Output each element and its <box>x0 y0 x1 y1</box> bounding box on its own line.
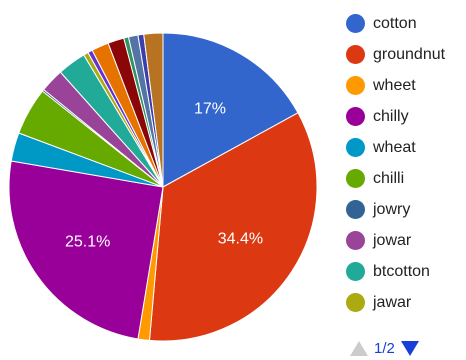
legend-item-1[interactable]: groundnut <box>346 39 445 70</box>
legend-item-6[interactable]: jowry <box>346 194 445 225</box>
triangle-down-icon[interactable] <box>400 341 419 356</box>
pie-data-label-groundnut: 34.4% <box>218 231 263 248</box>
pie-chart: 17% 34.4% 25.1% <box>8 32 318 342</box>
legend-item-4[interactable]: wheat <box>346 132 445 163</box>
legend-item-5[interactable]: chilli <box>346 163 445 194</box>
legend-label: chilli <box>373 169 405 187</box>
legend-swatch <box>346 169 365 188</box>
pie-data-label-chilly: 25.1% <box>65 234 110 251</box>
legend-swatch <box>346 45 365 64</box>
legend: cotton groundnut wheet chilly wheat chil… <box>346 8 445 318</box>
legend-swatch <box>346 107 365 126</box>
legend-swatch <box>346 76 365 95</box>
legend-label: jowry <box>373 200 411 218</box>
legend-label: cotton <box>373 14 417 32</box>
legend-label: groundnut <box>373 45 446 63</box>
legend-item-2[interactable]: wheet <box>346 70 445 101</box>
pie-slice-slice-16[interactable] <box>143 32 164 188</box>
pie-slices <box>8 32 318 342</box>
legend-item-9[interactable]: jawar <box>346 287 445 318</box>
pie-slice-chilly[interactable] <box>8 160 164 340</box>
legend-item-3[interactable]: chilly <box>346 101 445 132</box>
pager-label: 1/2 <box>374 340 395 357</box>
legend-label: wheat <box>373 138 416 156</box>
legend-item-0[interactable]: cotton <box>346 8 445 39</box>
legend-label: jowar <box>373 231 412 249</box>
legend-label: btcotton <box>373 262 430 280</box>
legend-swatch <box>346 293 365 312</box>
legend-pager: 1/2 <box>350 340 419 357</box>
legend-swatch <box>346 200 365 219</box>
legend-swatch <box>346 231 365 250</box>
pie-slice-cotton[interactable] <box>162 32 299 188</box>
pie-data-labels: 17% 34.4% 25.1% <box>65 101 263 251</box>
legend-label: wheet <box>373 76 416 94</box>
legend-swatch <box>346 262 365 281</box>
legend-item-7[interactable]: jowar <box>346 225 445 256</box>
pie-slice-groundnut[interactable] <box>148 112 318 342</box>
legend-label: jawar <box>373 293 412 311</box>
legend-item-8[interactable]: btcotton <box>346 256 445 287</box>
pie-data-label-cotton: 17% <box>194 101 226 118</box>
triangle-up-icon[interactable] <box>350 341 368 356</box>
legend-swatch <box>346 138 365 157</box>
legend-label: chilly <box>373 107 409 125</box>
legend-swatch <box>346 14 365 33</box>
